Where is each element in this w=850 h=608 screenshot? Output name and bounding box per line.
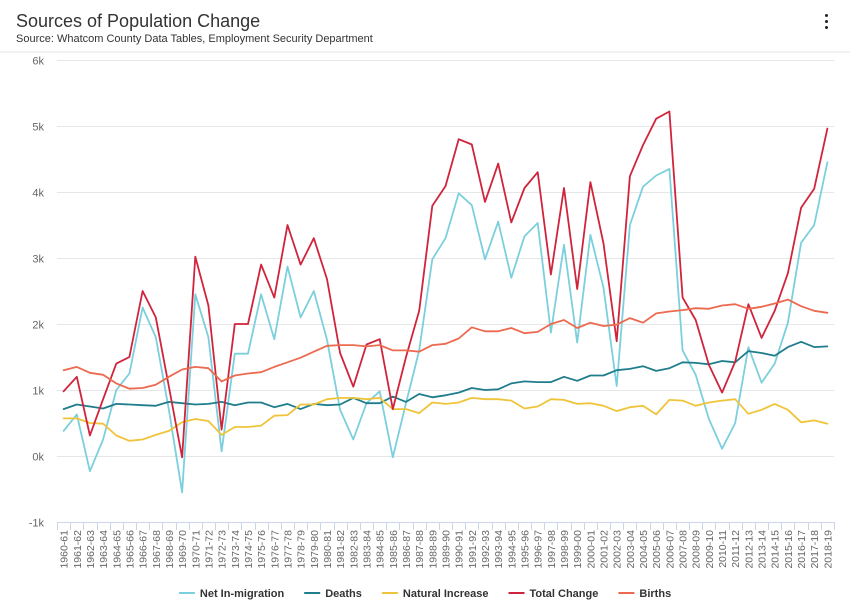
- y-tick-label: 0k: [32, 452, 44, 464]
- x-tick-label: 2016-17: [796, 530, 808, 569]
- x-tick-label: 2015-16: [783, 530, 795, 569]
- legend-label: Net In-migration: [200, 588, 285, 600]
- x-tick-label: 2003-04: [625, 530, 637, 569]
- x-tick-label: 1970-71: [190, 530, 202, 569]
- series-lines: [62, 110, 829, 494]
- x-tick-label: 1979-80: [309, 530, 321, 569]
- x-tick-label: 1974-75: [243, 530, 255, 569]
- x-tick-label: 2010-11: [717, 530, 729, 568]
- legend-item-births[interactable]: Births: [618, 588, 671, 600]
- grid-lines: [0, 51, 850, 523]
- x-tick-label: 1981-82: [335, 530, 347, 569]
- x-tick-label: 1966-67: [138, 530, 150, 569]
- x-tick-label: 2011-12: [730, 530, 742, 568]
- chart-subtitle: Source: Whatcom County Data Tables, Empl…: [16, 33, 373, 45]
- x-tick-label: 1982-83: [348, 530, 360, 569]
- x-tick-label: 1972-73: [217, 530, 229, 569]
- x-tick-label: 1984-85: [375, 530, 387, 569]
- x-tick-label: 1995-96: [520, 530, 532, 569]
- x-tick-label: 1988-89: [427, 530, 439, 569]
- x-tick-label: 1989-90: [441, 530, 453, 569]
- legend-label: Deaths: [325, 588, 362, 600]
- x-tick-label: 2013-14: [757, 530, 769, 569]
- x-tick-label: 1964-65: [111, 530, 123, 569]
- legend-label: Total Change: [530, 588, 599, 600]
- x-tick-label: 1977-78: [282, 530, 294, 569]
- y-tick-label: 5k: [32, 122, 44, 134]
- x-tick-label: 1991-92: [467, 530, 479, 569]
- x-tick-label: 1996-97: [533, 530, 545, 569]
- x-tick-label: 1987-88: [414, 530, 426, 569]
- x-tick-label: 2006-07: [664, 530, 676, 569]
- x-tick-label: 1985-86: [388, 530, 400, 569]
- x-tick-label: 1962-63: [85, 530, 97, 569]
- x-tick-label: 2007-08: [678, 530, 690, 569]
- legend-label: Natural Increase: [403, 588, 489, 600]
- x-tick-label: 2018-19: [822, 530, 834, 569]
- y-tick-label: -1k: [29, 518, 45, 530]
- x-tick-label: 2002-03: [612, 530, 624, 569]
- legend-item-net-in-migration[interactable]: Net In-migration: [178, 588, 285, 600]
- legend-item-total-change[interactable]: Total Change: [508, 588, 599, 600]
- x-tick-label: 1967-68: [151, 530, 163, 569]
- series-line-net-in-migration: [62, 161, 829, 494]
- x-tick-label: 2014-15: [770, 530, 782, 569]
- x-tick-label: 1969-70: [177, 530, 189, 569]
- y-tick-label: 6k: [32, 56, 44, 68]
- x-tick-label: 1965-66: [124, 530, 136, 569]
- x-tick-label: 1973-74: [230, 530, 242, 569]
- x-tick-label: 2001-02: [599, 530, 611, 569]
- x-tick-label: 1986-87: [401, 530, 413, 569]
- x-tick-label: 1978-79: [296, 530, 308, 569]
- x-tick-label: 2012-13: [743, 530, 755, 569]
- x-tick-label: 1976-77: [269, 530, 281, 569]
- x-tick-label: 1961-62: [72, 530, 84, 569]
- x-tick-label: 1983-84: [361, 530, 373, 569]
- x-tick-label: 1997-98: [546, 530, 558, 569]
- legend-label: Births: [639, 588, 671, 600]
- legend: Net In-migration Deaths Natural Increase To…: [178, 588, 671, 600]
- x-tick-label: 1993-94: [493, 530, 505, 569]
- y-tick-label: 1k: [32, 386, 44, 398]
- x-tick-label: 1998-99: [559, 530, 571, 569]
- x-tick-label: 2008-09: [691, 530, 703, 569]
- y-axis: -1k 0k 1k 2k 3k 4k 5k 6k: [29, 56, 45, 530]
- vertical-ellipsis-icon[interactable]: [819, 12, 835, 32]
- x-tick-label: 2005-06: [651, 530, 663, 569]
- y-tick-label: 3k: [32, 254, 44, 266]
- x-tick-label: 2000-01: [585, 530, 597, 569]
- x-tick-label: 1975-76: [256, 530, 268, 569]
- x-tick-label: 1980-81: [322, 530, 334, 569]
- legend-item-deaths[interactable]: Deaths: [304, 588, 362, 600]
- chart-title: Sources of Population Change: [16, 11, 261, 31]
- x-axis: 1960-61 1961-62 1962-63 1963-64 1964-65 1965-…: [57, 522, 835, 569]
- x-tick-label: 1960-61: [59, 530, 71, 569]
- series-line-total-change: [62, 110, 829, 459]
- series-line-births: [62, 298, 829, 390]
- x-tick-label: 1992-93: [480, 530, 492, 569]
- x-tick-label: 2004-05: [638, 530, 650, 569]
- x-tick-label: 1963-64: [98, 530, 110, 569]
- x-tick-label: 1999-00: [572, 530, 584, 569]
- x-tick-label: 2009-10: [704, 530, 716, 569]
- series-line-natural-increase: [62, 396, 829, 442]
- y-tick-label: 2k: [32, 320, 44, 332]
- legend-item-natural-increase[interactable]: Natural Increase: [381, 588, 489, 600]
- x-tick-label: 1990-91: [454, 530, 466, 569]
- x-tick-label: 2017-18: [809, 530, 821, 569]
- x-tick-label: 1968-69: [164, 530, 176, 569]
- x-tick-label: 1971-72: [203, 530, 215, 569]
- x-tick-label: 1994-95: [506, 530, 518, 569]
- y-tick-label: 4k: [32, 188, 44, 200]
- series-line-deaths: [62, 340, 829, 411]
